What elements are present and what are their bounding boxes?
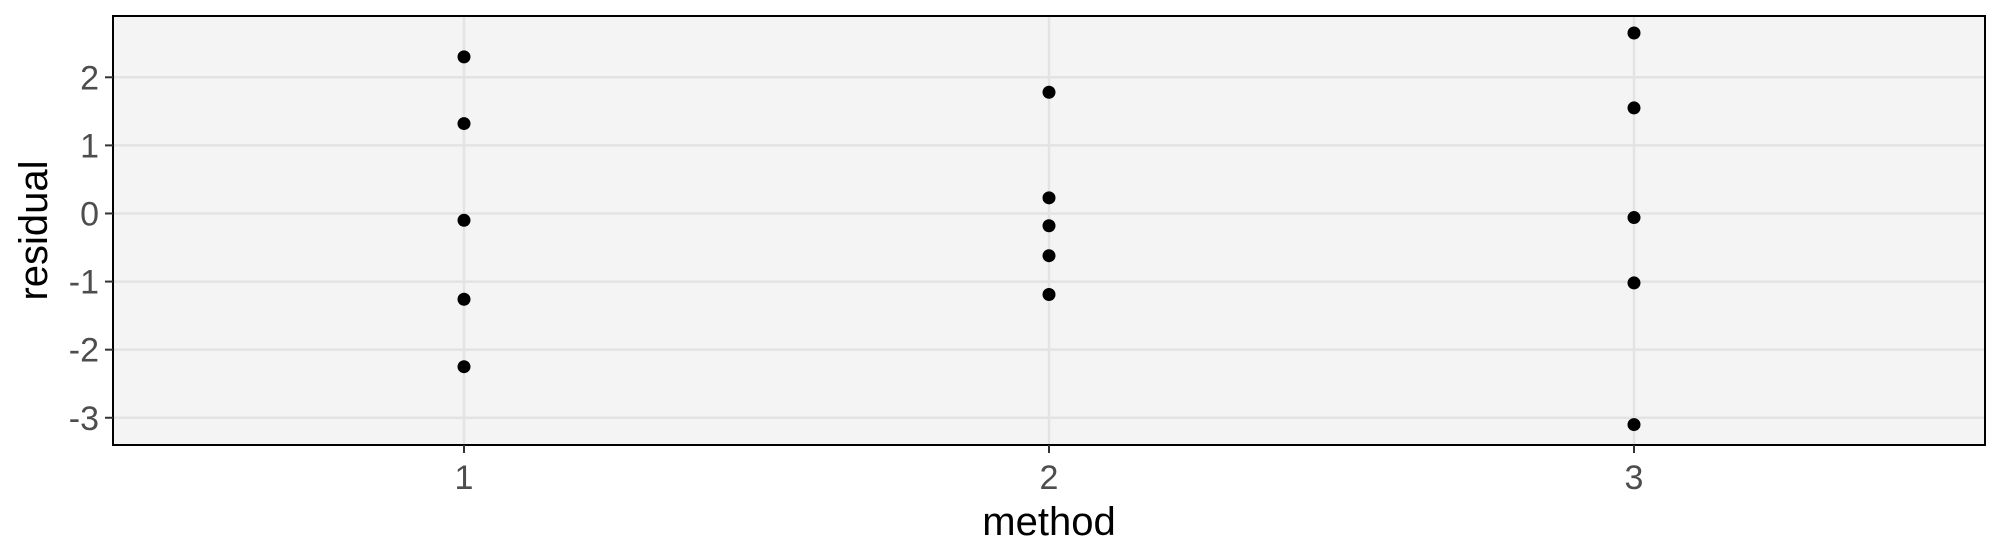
y-tick-label: 2 xyxy=(80,59,99,97)
data-point xyxy=(1627,276,1641,290)
data-point xyxy=(1627,101,1641,115)
data-point xyxy=(457,117,471,131)
data-point xyxy=(1627,418,1641,432)
data-point xyxy=(1042,288,1056,302)
y-tick-label: -2 xyxy=(69,332,99,370)
x-axis-ticks: 1 2 3 xyxy=(455,445,1644,497)
x-tick-label: 1 xyxy=(455,459,474,497)
data-points xyxy=(457,26,1641,432)
y-tick-label: -1 xyxy=(69,264,99,302)
data-point xyxy=(1627,26,1641,40)
data-point xyxy=(457,50,471,64)
y-tick-label: 0 xyxy=(80,195,99,233)
data-point xyxy=(1042,191,1056,205)
data-point xyxy=(1042,219,1056,233)
x-tick-label: 3 xyxy=(1625,459,1644,497)
data-point xyxy=(1042,249,1056,263)
y-tick-label: 1 xyxy=(80,127,99,165)
data-point xyxy=(457,213,471,227)
data-point xyxy=(1042,85,1056,99)
data-point xyxy=(457,360,471,374)
data-point xyxy=(457,292,471,306)
x-tick-label: 2 xyxy=(1040,459,1059,497)
data-point xyxy=(1627,211,1641,225)
y-axis-title: residual xyxy=(12,160,56,300)
y-tick-label: -3 xyxy=(69,400,99,438)
x-axis-title: method xyxy=(982,500,1115,544)
y-axis-ticks: -3 -2 -1 0 1 2 xyxy=(69,59,113,438)
